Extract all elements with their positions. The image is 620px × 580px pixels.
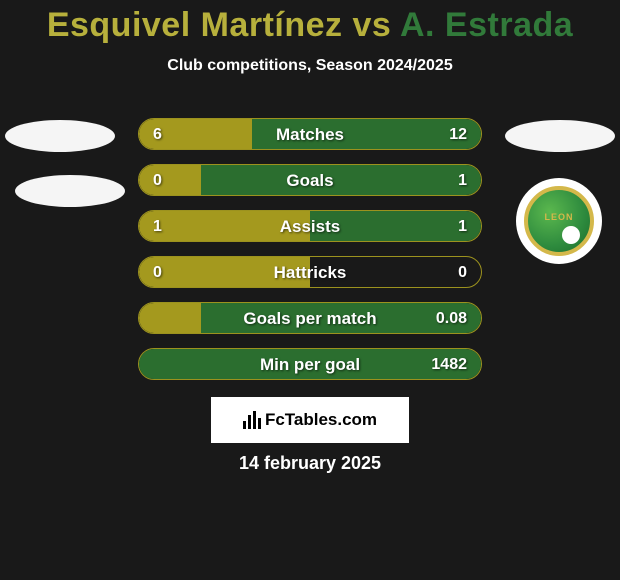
fctables-text: FcTables.com (265, 410, 377, 430)
comparison-title: Esquivel Martínez vs A. Estrada (0, 0, 620, 45)
stat-bar-track: Goals per match0.08 (138, 302, 482, 334)
stat-bar-track: Min per goal1482 (138, 348, 482, 380)
fctables-attribution[interactable]: FcTables.com (211, 397, 409, 443)
stat-value-right: 1 (458, 211, 467, 242)
fctables-bars-icon (243, 411, 261, 429)
stat-value-right: 1482 (431, 349, 467, 380)
stats-bars-container: Matches612Goals01Assists11Hattricks00Goa… (0, 118, 620, 394)
stat-bar-track: Hattricks0 0 (138, 256, 482, 288)
vs-text: vs (343, 6, 400, 44)
stat-value-right: 1 (458, 165, 467, 196)
stat-label: Min per goal (139, 349, 481, 380)
player2-name: A. Estrada (400, 6, 573, 44)
snapshot-date: 14 february 2025 (0, 453, 620, 474)
stat-value-left: 1 (153, 211, 162, 242)
stat-label: Matches (139, 119, 481, 150)
stat-row: Goals0 1 (0, 164, 620, 210)
stat-value-left: 6 (153, 119, 162, 150)
stat-label: Hattricks (139, 257, 481, 288)
stat-value-left: 0 (153, 165, 162, 196)
stat-value-right: 12 (449, 119, 467, 150)
stat-value-right: 0 (458, 257, 467, 288)
stat-label: Assists (139, 211, 481, 242)
stat-bar-track: Matches6 12 (138, 118, 482, 150)
stat-label: Goals per match (139, 303, 481, 334)
player1-name: Esquivel Martínez (47, 6, 343, 44)
stat-value-right: 0.08 (436, 303, 467, 334)
stat-bar-track: Goals0 1 (138, 164, 482, 196)
stat-row: Assists1 1 (0, 210, 620, 256)
stat-row: Min per goal1482 (0, 348, 620, 394)
stat-bar-track: Assists1 1 (138, 210, 482, 242)
subtitle: Club competitions, Season 2024/2025 (0, 57, 620, 75)
stat-row: Hattricks0 0 (0, 256, 620, 302)
stat-row: Goals per match0.08 (0, 302, 620, 348)
stat-row: Matches6 12 (0, 118, 620, 164)
stat-value-left: 0 (153, 257, 162, 288)
stat-label: Goals (139, 165, 481, 196)
